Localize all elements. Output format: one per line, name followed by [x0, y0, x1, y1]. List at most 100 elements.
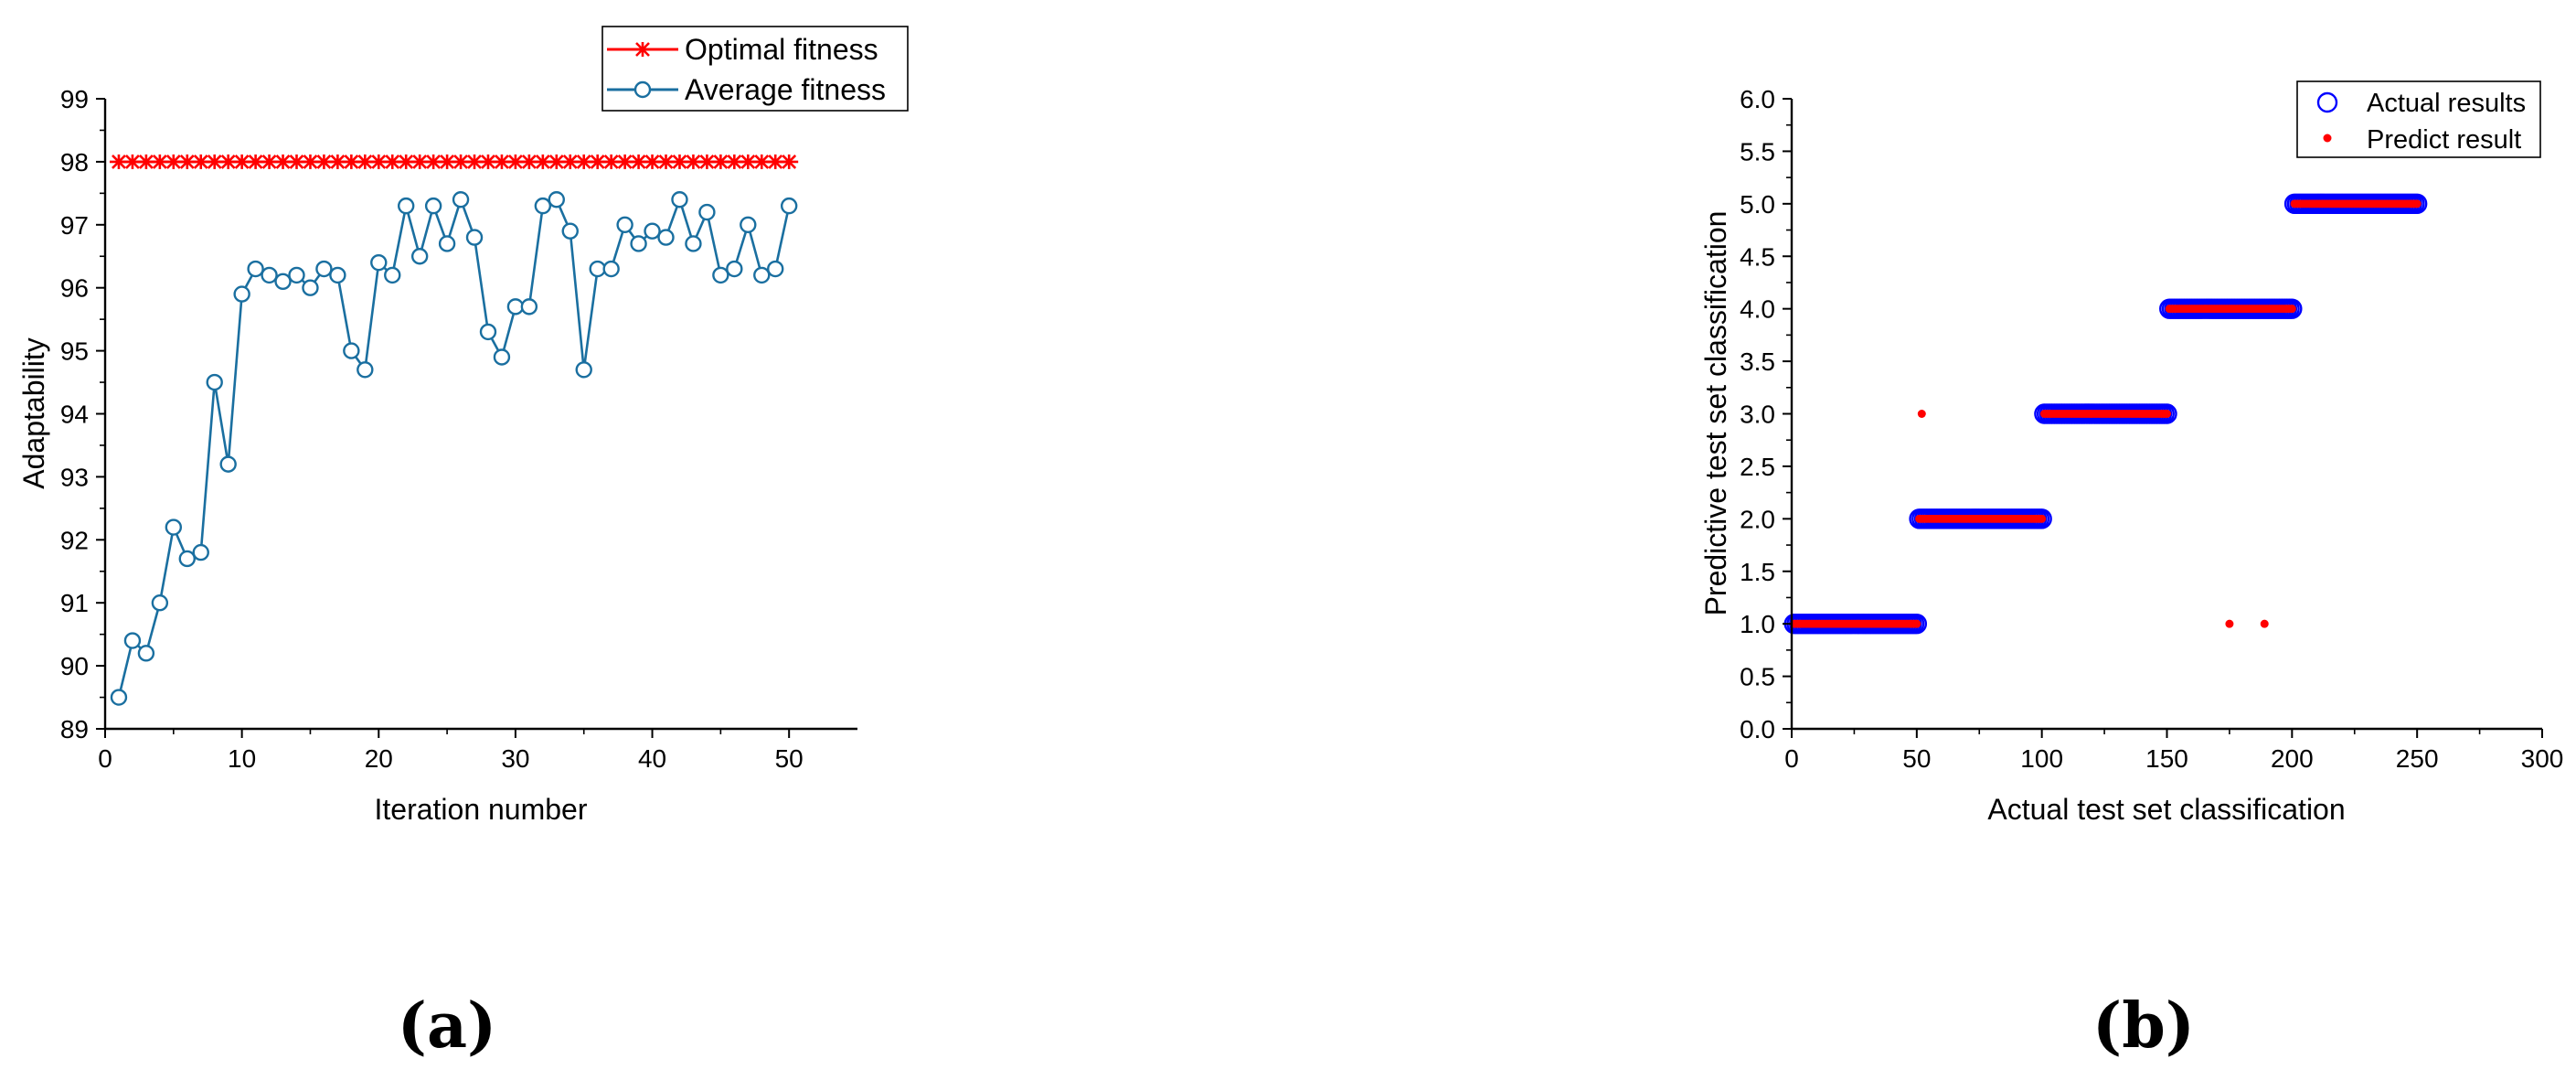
- chart-a-average-point: [424, 197, 442, 215]
- chart-a-y-tick-label: 90: [60, 652, 89, 680]
- chart-a-average-point: [493, 348, 511, 366]
- chart-b-y-tick-label: 4.5: [1740, 242, 1775, 271]
- chart-a-average-point: [479, 323, 497, 341]
- chart-a-legend-label: Average fitness: [685, 73, 886, 106]
- chart-a-y-tick-label: 96: [60, 274, 89, 303]
- chart-a-average-point: [123, 632, 142, 649]
- panel-label-a: (a): [398, 989, 496, 1063]
- chart-a-legend-label: Optimal fitness: [685, 33, 878, 66]
- chart-a-average-point: [780, 197, 798, 215]
- chart-a-average-point: [343, 342, 360, 359]
- chart-b-marks: [1783, 193, 2428, 635]
- chart-b-legend-label: Predict result: [2367, 125, 2521, 155]
- chart-b-x-axis-label: Actual test set classification: [1987, 793, 2345, 826]
- chart-b-y-tick-label: 3.5: [1740, 348, 1775, 376]
- chart-a-average-point: [370, 253, 388, 272]
- chart-b-legend-actual: Actual results: [2316, 89, 2526, 118]
- chart-a-average-point: [178, 550, 196, 568]
- chart-a-x-tick-label: 40: [638, 744, 666, 773]
- chart-panel-a: 0 10 20 30 40 50 89 90 91 92 93 94 95 96 97 98 99 Iterat…: [17, 26, 909, 826]
- chart-a-average-point: [644, 222, 661, 240]
- chart-a-y-tick-label: 91: [60, 589, 89, 617]
- chart-panel-b: 0 50 100 150 200 250 300 0.0 0.5 1.0 1.5 2.0 2.5 3.0 3…: [1699, 80, 2563, 826]
- chart-a-y-tick-label: 92: [60, 526, 89, 554]
- chart-a-average-point: [288, 266, 305, 284]
- chart-a-y-tick-label: 94: [60, 401, 89, 429]
- chart-a-average-point: [274, 273, 292, 291]
- chart-a-x-tick-label: 50: [775, 744, 804, 773]
- chart-a-average-point: [671, 191, 688, 209]
- chart-a-average-point: [575, 361, 592, 379]
- chart-b-x-tick-label: 300: [2521, 744, 2564, 773]
- chart-a-average-point: [410, 248, 429, 265]
- panel-label-b: (b): [2092, 989, 2195, 1063]
- chart-a-y-tick-label: 95: [60, 337, 89, 366]
- chart-b-predict-point: [2038, 514, 2047, 523]
- chart-a-y-axis-label: Adaptability: [17, 337, 50, 488]
- chart-a-legend: Optimal fitness Average fitness: [601, 26, 909, 112]
- chart-a-average-point: [192, 543, 209, 561]
- chart-a-x-tick-label: 30: [501, 744, 529, 773]
- chart-b-y-tick-label: 1.5: [1740, 558, 1775, 586]
- chart-a-average-point: [438, 235, 456, 252]
- chart-a-average-point: [726, 260, 743, 278]
- chart-a-ticks: 0 10 20 30 40 50 89 90 91 92 93 94 95 96 97 98 99: [60, 85, 804, 773]
- chart-a-average-point: [137, 645, 155, 662]
- chart-a-average-point: [520, 298, 538, 315]
- chart-a-average-point: [465, 229, 484, 246]
- chart-b-x-tick-label: 200: [2271, 744, 2314, 773]
- chart-a-average-point: [233, 285, 250, 303]
- chart-a-x-tick-label: 0: [98, 744, 112, 773]
- chart-b-x-tick-label: 150: [2145, 744, 2188, 773]
- chart-b-predict-outlier: [2225, 619, 2234, 628]
- chart-a-average-point: [740, 216, 757, 234]
- chart-a-average-point: [398, 197, 415, 215]
- chart-a-average-point: [685, 235, 702, 252]
- chart-b-y-tick-label: 3.0: [1740, 401, 1775, 429]
- chart-a-average-point: [506, 298, 525, 315]
- chart-a-average-point: [219, 455, 237, 473]
- chart-a-marks: [108, 153, 800, 706]
- chart-b-legend-label: Actual results: [2367, 89, 2526, 118]
- chart-a-y-tick-label: 89: [60, 715, 89, 743]
- chart-a-average-point: [165, 519, 183, 536]
- chart-a-average-point: [616, 216, 633, 234]
- chart-a-average-point: [206, 373, 223, 391]
- chart-b-ticks: 0 50 100 150 200 250 300 0.0 0.5 1.0 1.5 2.0 2.5 3.0 3…: [1740, 85, 2563, 773]
- chart-a-average-point: [767, 260, 784, 278]
- chart-b-y-tick-label: 6.0: [1740, 85, 1775, 113]
- chart-a-x-axis-label: Iteration number: [374, 793, 587, 826]
- chart-b-legend: Actual results Predict result: [2296, 80, 2541, 158]
- chart-a-legend-optimal: Optimal fitness: [607, 33, 878, 66]
- chart-b-predict-point: [2287, 305, 2296, 314]
- chart-b-x-tick-label: 50: [1902, 744, 1931, 773]
- chart-a-average-point: [357, 361, 374, 379]
- chart-b-predict-outlier: [1917, 410, 1926, 418]
- chart-b-y-tick-label: 0.5: [1740, 663, 1775, 691]
- chart-b-x-tick-label: 100: [2020, 744, 2063, 773]
- chart-a-average-point: [561, 222, 579, 240]
- chart-a-optimal-point: [778, 153, 800, 171]
- chart-b-y-tick-label: 2.0: [1740, 505, 1775, 533]
- chart-a-average-point: [452, 191, 470, 209]
- chart-a-average-point: [657, 229, 675, 246]
- chart-a-average-point: [534, 197, 552, 215]
- chart-a-average-point: [602, 260, 620, 278]
- chart-a-y-tick-label: 98: [60, 148, 89, 176]
- chart-a-average-point: [261, 266, 278, 284]
- chart-a-average-point: [589, 260, 606, 278]
- chart-b-legend-predict: Predict result: [2323, 125, 2521, 155]
- chart-b-x-tick-label: 250: [2396, 744, 2439, 773]
- chart-b-y-tick-label: 0.0: [1740, 715, 1775, 743]
- chart-a-y-tick-label: 99: [60, 85, 89, 113]
- chart-b-predict-point: [1912, 619, 1921, 628]
- chart-a-x-tick-label: 10: [228, 744, 256, 773]
- chart-b-predict-outlier: [2260, 619, 2269, 628]
- chart-a-average-point: [630, 235, 647, 252]
- chart-a-average-point: [712, 266, 729, 284]
- chart-a-average-line: [117, 196, 791, 698]
- chart-a-average-point: [315, 260, 333, 278]
- chart-b-x-tick-label: 0: [1784, 744, 1799, 773]
- chart-b-y-tick-label: 1.0: [1740, 610, 1775, 638]
